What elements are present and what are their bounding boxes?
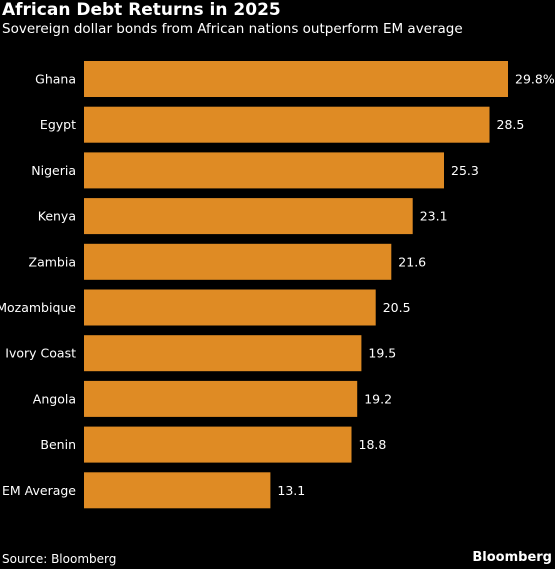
value-label: 29.8% bbox=[515, 72, 555, 87]
value-label: 20.5 bbox=[383, 300, 411, 315]
value-label: 23.1 bbox=[420, 209, 448, 224]
bar-ghana bbox=[84, 61, 508, 97]
bar-angola bbox=[84, 380, 358, 417]
bloomberg-logo: Bloomberg bbox=[472, 550, 552, 565]
bar-em-average bbox=[84, 472, 271, 509]
category-label: EM Average bbox=[2, 483, 76, 498]
category-label: Angola bbox=[33, 391, 76, 406]
bar-mozambique bbox=[84, 289, 376, 326]
source-note: Source: Bloomberg bbox=[2, 552, 117, 566]
value-label: 18.8 bbox=[359, 437, 387, 452]
category-label: Zambia bbox=[29, 254, 76, 269]
category-label: Ivory Coast bbox=[5, 346, 76, 361]
bar-kenya bbox=[84, 198, 413, 235]
bar-ivory-coast bbox=[84, 335, 362, 372]
value-label: 28.5 bbox=[497, 117, 525, 132]
category-label: Nigeria bbox=[31, 163, 76, 178]
bar-benin bbox=[84, 426, 352, 463]
value-label: 19.5 bbox=[368, 346, 396, 361]
value-label: 25.3 bbox=[451, 163, 479, 178]
chart-title: African Debt Returns in 2025 bbox=[2, 0, 281, 20]
value-label: 13.1 bbox=[277, 483, 305, 498]
value-label: 21.6 bbox=[398, 254, 426, 269]
value-label: 19.2 bbox=[364, 391, 392, 406]
category-label: Ghana bbox=[35, 72, 76, 87]
category-label: Benin bbox=[40, 437, 76, 452]
bar-egypt bbox=[84, 106, 490, 143]
chart-subtitle: Sovereign dollar bonds from African nati… bbox=[2, 21, 463, 37]
category-label: Kenya bbox=[38, 209, 76, 224]
category-label: Mozambique bbox=[0, 300, 76, 315]
bar-zambia bbox=[84, 243, 392, 280]
category-label: Egypt bbox=[40, 117, 76, 132]
bar-nigeria bbox=[84, 152, 444, 189]
